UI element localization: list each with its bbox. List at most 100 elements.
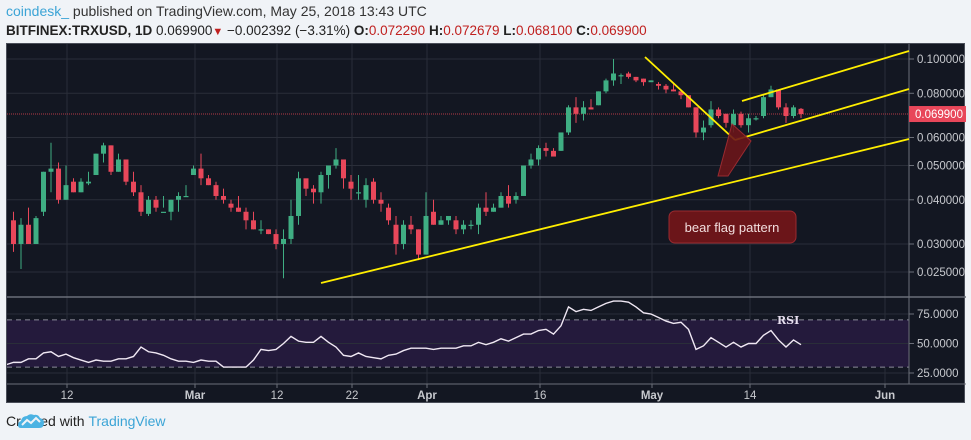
candle-up xyxy=(746,118,751,126)
candle-up xyxy=(423,215,429,255)
price-axis-label: 0.025000 xyxy=(917,267,965,279)
tradingview-link[interactable]: TradingView xyxy=(88,413,166,429)
down-arrow-icon: ▼ xyxy=(212,26,224,38)
open-value: 0.072290 xyxy=(368,23,426,38)
candle-up xyxy=(476,207,481,225)
candle-up xyxy=(93,153,99,176)
candle-up xyxy=(318,175,324,193)
candle-down xyxy=(26,224,31,244)
publish-info: coindesk_ published on TradingView.com, … xyxy=(6,3,427,19)
low-label: L: xyxy=(503,23,517,38)
flag-upper-trendline[interactable] xyxy=(741,50,910,102)
candle-up xyxy=(468,224,474,226)
support-trendline[interactable] xyxy=(320,138,910,284)
price-axis-label: 0.100000 xyxy=(917,54,965,66)
candle-up xyxy=(296,178,301,216)
candle-up xyxy=(101,145,106,154)
candle-down xyxy=(243,211,249,221)
candle-down xyxy=(431,211,436,225)
chart-panel[interactable]: bear flag pattern RSI 0.100000 0.080000 0.06… xyxy=(6,43,966,404)
candle-down xyxy=(341,159,346,179)
candle-up xyxy=(791,107,796,117)
candle-down xyxy=(506,195,511,204)
close-value: 0.069900 xyxy=(590,23,647,38)
candle-up xyxy=(18,224,24,244)
candle-up xyxy=(33,218,39,244)
price-axis-label: 0.080000 xyxy=(917,88,965,100)
price-axis-label: 0.050000 xyxy=(917,161,965,173)
candle-down xyxy=(416,229,421,255)
candle-down xyxy=(588,107,594,110)
time-axis-label: Jun xyxy=(875,390,895,402)
candle-up xyxy=(48,168,54,172)
candle-down xyxy=(236,207,241,212)
candle-up xyxy=(146,199,151,214)
candle-up xyxy=(596,91,601,106)
candle-down xyxy=(641,78,646,83)
candle-up xyxy=(461,224,466,230)
candle-down xyxy=(123,159,129,182)
candle-up xyxy=(191,168,196,176)
candle-up xyxy=(731,113,736,126)
candle-up xyxy=(618,75,624,77)
time-axis-label: Apr xyxy=(417,390,437,402)
candle-down xyxy=(221,195,226,200)
candle-down xyxy=(408,224,414,230)
candle-down xyxy=(153,199,159,208)
flagpole-trendline[interactable] xyxy=(644,56,736,141)
open-label: O: xyxy=(353,23,369,38)
candle-down xyxy=(213,185,219,196)
footer: Created with TradingView xyxy=(6,413,166,429)
candle-down xyxy=(776,89,781,108)
flag-lower-trendline[interactable] xyxy=(734,88,910,141)
candle-up xyxy=(528,159,534,166)
candle-down xyxy=(378,199,384,204)
candle-down xyxy=(311,188,316,193)
time-axis-label: 16 xyxy=(534,390,547,402)
candle-down xyxy=(551,150,556,157)
author-link[interactable]: coindesk_ xyxy=(6,3,70,19)
price-axis-label: 0.030000 xyxy=(917,239,965,251)
close-label: C: xyxy=(576,23,591,38)
candle-down xyxy=(348,181,354,189)
candle-down xyxy=(671,89,676,92)
candle-up xyxy=(536,148,541,160)
rsi-line xyxy=(7,300,802,368)
candle-up xyxy=(438,220,444,225)
rsi-axis-label: 25.0000 xyxy=(917,368,959,380)
candle-up xyxy=(521,165,526,196)
candle-up xyxy=(168,199,174,212)
candle-down xyxy=(716,109,721,117)
candle-down xyxy=(266,229,271,235)
low-value: 0.068100 xyxy=(516,23,573,38)
candle-down xyxy=(453,220,459,230)
candle-up xyxy=(558,132,564,151)
time-axis-label: 22 xyxy=(346,390,359,402)
candle-up xyxy=(753,118,759,120)
candle-down xyxy=(663,85,669,90)
candle-up xyxy=(611,73,616,81)
candle-up xyxy=(288,215,294,239)
candle-down xyxy=(303,178,309,189)
high-label: H: xyxy=(428,23,444,38)
candle-up xyxy=(446,215,451,221)
time-axis-label: May xyxy=(641,390,664,402)
rsi-label: RSI xyxy=(777,314,799,327)
symbol-info: BITFINEX:TRXUSD, 1D 0.069900▼ −0.002392 … xyxy=(6,23,647,38)
candle-down xyxy=(798,108,804,115)
candle-up xyxy=(513,195,519,200)
candle-up xyxy=(701,127,706,133)
candle-down xyxy=(228,203,234,208)
candle-down xyxy=(371,181,376,200)
candle-down xyxy=(783,107,789,117)
candle-down xyxy=(656,83,661,86)
candlestick-chart[interactable]: bear flag pattern RSI 0.100000 0.080000 0.06… xyxy=(7,44,966,404)
time-axis-label: Mar xyxy=(185,390,206,402)
annotation-box[interactable] xyxy=(668,210,797,244)
candle-down xyxy=(108,145,114,172)
candle-up xyxy=(176,195,181,200)
rsi-axis-label: 50.0000 xyxy=(917,339,959,351)
candle-down xyxy=(71,181,76,193)
candle-down xyxy=(206,178,211,186)
candle-down xyxy=(626,73,631,77)
